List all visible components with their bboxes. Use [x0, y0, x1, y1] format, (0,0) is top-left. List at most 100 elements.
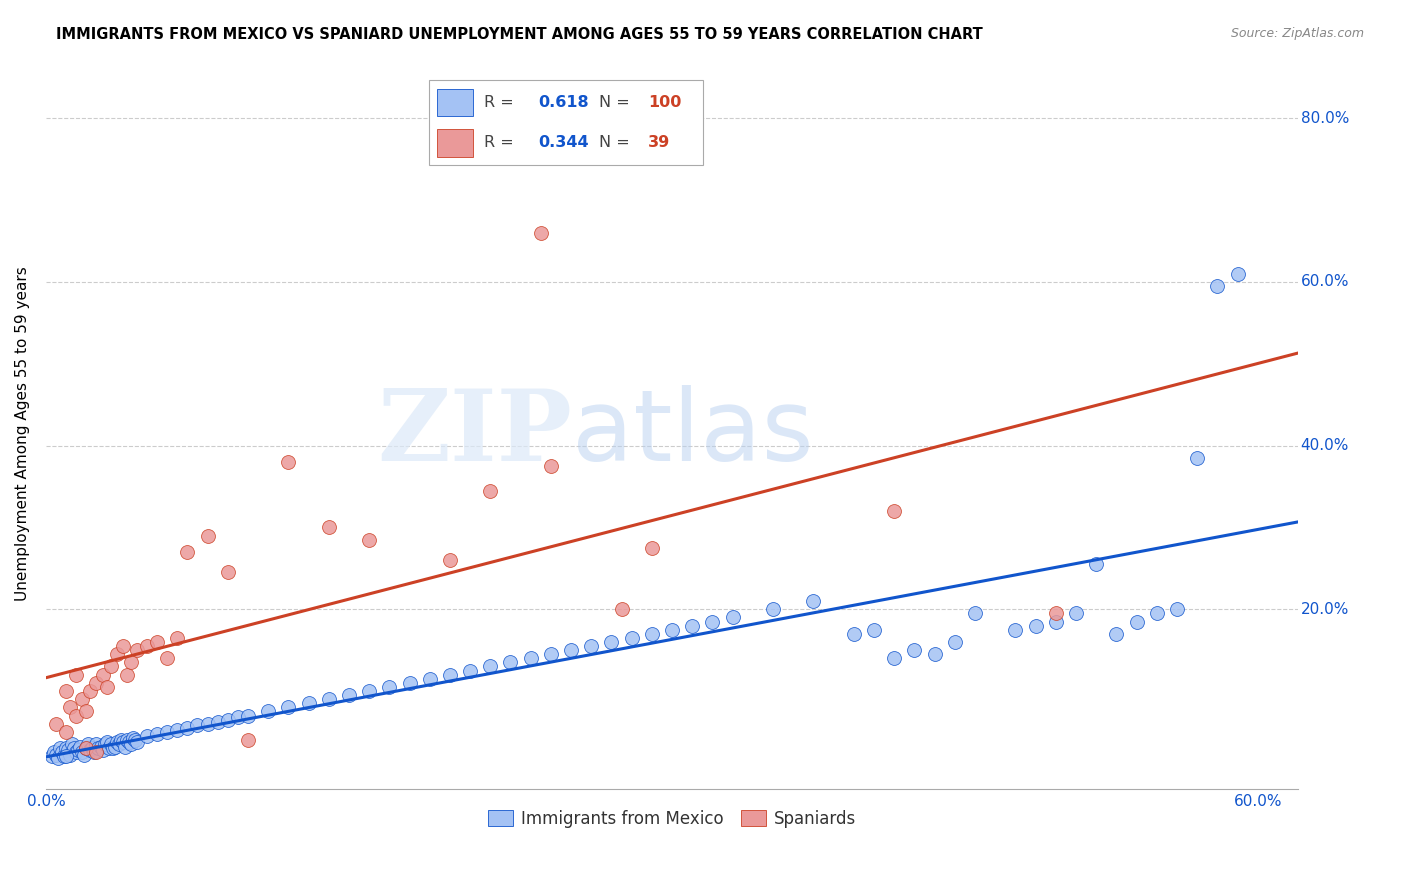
Point — [176, 545, 198, 559]
Text: R =: R = — [484, 95, 519, 110]
Point — [661, 623, 683, 637]
Point — [65, 746, 87, 760]
Point — [217, 566, 239, 580]
Point — [86, 737, 108, 751]
Point — [1125, 615, 1147, 629]
Point — [146, 726, 169, 740]
Point — [641, 541, 664, 555]
Point — [226, 710, 249, 724]
Point — [1025, 618, 1047, 632]
Point — [530, 226, 553, 240]
Point — [120, 737, 142, 751]
Point — [91, 743, 114, 757]
Point — [197, 528, 219, 542]
Point — [146, 635, 169, 649]
Point — [87, 741, 110, 756]
Point — [439, 667, 461, 681]
Point — [136, 729, 159, 743]
Text: IMMIGRANTS FROM MEXICO VS SPANIARD UNEMPLOYMENT AMONG AGES 55 TO 59 YEARS CORREL: IMMIGRANTS FROM MEXICO VS SPANIARD UNEMP… — [56, 27, 983, 42]
Point — [83, 746, 105, 760]
Point — [883, 651, 905, 665]
Point — [72, 746, 94, 760]
Point — [176, 721, 198, 735]
Point — [398, 676, 420, 690]
Point — [45, 716, 67, 731]
Point — [1045, 615, 1067, 629]
Text: 40.0%: 40.0% — [1301, 438, 1348, 453]
Point — [1045, 607, 1067, 621]
Point — [55, 684, 77, 698]
Point — [75, 741, 97, 756]
Point — [75, 741, 97, 756]
Point — [124, 733, 146, 747]
Point — [77, 737, 100, 751]
Point — [89, 739, 111, 754]
Point — [581, 639, 603, 653]
Text: R =: R = — [484, 136, 519, 151]
Point — [100, 737, 122, 751]
Point — [111, 735, 134, 749]
Point — [86, 676, 108, 690]
Point — [67, 743, 90, 757]
Point — [337, 688, 360, 702]
Point — [63, 741, 86, 756]
Point — [69, 739, 91, 754]
Point — [297, 696, 319, 710]
Point — [136, 639, 159, 653]
Point — [93, 737, 115, 751]
Text: 80.0%: 80.0% — [1301, 111, 1348, 126]
Point — [114, 739, 136, 754]
Point — [59, 700, 82, 714]
FancyBboxPatch shape — [437, 89, 472, 116]
Point — [115, 667, 138, 681]
Point — [97, 741, 120, 756]
Point — [51, 746, 73, 760]
Point — [121, 731, 143, 746]
Point — [60, 737, 83, 751]
Point — [186, 718, 208, 732]
Point — [65, 667, 87, 681]
Point — [55, 725, 77, 739]
Point — [166, 723, 188, 738]
Point — [42, 746, 65, 760]
Point — [1206, 279, 1229, 293]
Point — [53, 749, 76, 764]
Point — [842, 627, 865, 641]
Point — [45, 747, 67, 762]
Point — [600, 635, 623, 649]
Point — [560, 643, 582, 657]
Point — [101, 741, 124, 756]
Point — [91, 667, 114, 681]
Point — [943, 635, 966, 649]
Point — [963, 607, 986, 621]
Point — [903, 643, 925, 657]
Point — [1146, 607, 1168, 621]
Point — [610, 602, 633, 616]
Point — [540, 647, 562, 661]
Point — [79, 684, 101, 698]
Point — [499, 656, 522, 670]
Text: N =: N = — [599, 136, 634, 151]
Point — [236, 708, 259, 723]
Point — [702, 615, 724, 629]
Point — [73, 747, 96, 762]
Text: 0.344: 0.344 — [538, 136, 589, 151]
Point — [96, 680, 118, 694]
Point — [59, 747, 82, 762]
Point — [318, 692, 340, 706]
Point — [883, 504, 905, 518]
Text: 100: 100 — [648, 95, 682, 110]
Text: Source: ZipAtlas.com: Source: ZipAtlas.com — [1230, 27, 1364, 40]
FancyBboxPatch shape — [429, 80, 703, 165]
Point — [359, 684, 381, 698]
Point — [681, 618, 703, 632]
Point — [207, 715, 229, 730]
Point — [75, 705, 97, 719]
Y-axis label: Unemployment Among Ages 55 to 59 years: Unemployment Among Ages 55 to 59 years — [15, 266, 30, 600]
Point — [378, 680, 401, 694]
Point — [110, 733, 132, 747]
Point — [46, 751, 69, 765]
Point — [863, 623, 886, 637]
Point — [49, 741, 72, 756]
Point — [105, 647, 128, 661]
